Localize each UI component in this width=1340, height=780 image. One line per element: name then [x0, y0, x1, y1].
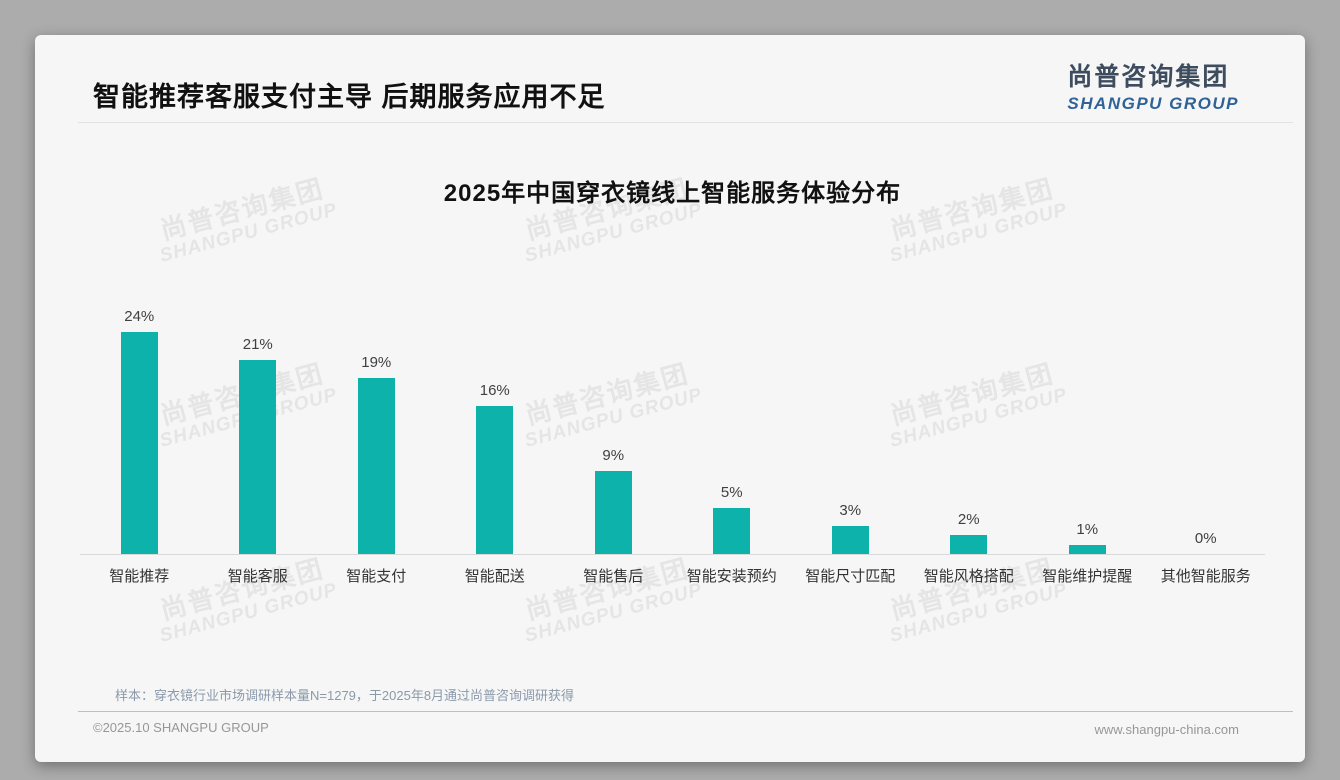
- logo-english-text: SHANGPU GROUP: [1067, 94, 1239, 113]
- bar: [120, 332, 158, 554]
- bar-column: 3%: [791, 245, 910, 554]
- title-divider: [78, 122, 1293, 123]
- bar-value-label: 16%: [479, 382, 510, 399]
- bar-column: 2%: [910, 245, 1029, 554]
- bar-value-label: 5%: [720, 484, 743, 501]
- bar: [594, 471, 632, 554]
- logo-chinese-text: 尚普咨询集团: [1067, 63, 1230, 91]
- bar-value-label: 21%: [242, 336, 273, 353]
- bar-value-label: 1%: [1076, 521, 1099, 538]
- bar-column: 19%: [317, 245, 436, 554]
- slide-card: 尚普咨询集团 SHANGPU GROUP 尚普咨询集团 SHANGPU GROUP 尚普…: [35, 35, 1305, 762]
- footer-website: www.shangpu-china.com: [1094, 722, 1239, 737]
- company-logo: 尚普咨询集团 SHANGPU GROUP: [1067, 57, 1239, 114]
- bar: [950, 535, 988, 554]
- bar-category-label: 智能配送: [464, 568, 525, 585]
- bar: [357, 378, 395, 554]
- bar-category-label: 其他智能服务: [1160, 568, 1251, 585]
- bar-category-label: 智能客服: [227, 568, 288, 585]
- bar-column: 21%: [199, 245, 318, 554]
- footer-divider: [78, 711, 1293, 712]
- chart-title: 2025年中国穿衣镜线上智能服务体验分布: [443, 180, 902, 207]
- bar-value-label: 19%: [361, 354, 392, 371]
- bar-column: 9%: [554, 245, 673, 554]
- bar-category-label: 智能售后: [583, 568, 644, 585]
- bar-category-label: 智能风格搭配: [923, 568, 1014, 585]
- bar-value-label: 2%: [957, 511, 980, 528]
- bar-category-label: 智能维护提醒: [1042, 568, 1133, 585]
- bar-column: 16%: [436, 245, 555, 554]
- footer-copyright: ©2025.10 SHANGPU GROUP: [93, 720, 269, 735]
- bar-column: 0%: [1147, 245, 1266, 554]
- bar: [1068, 545, 1106, 554]
- page-title: 智能推荐客服支付主导 后期服务应用不足: [93, 82, 606, 112]
- bar: [476, 406, 514, 554]
- sample-note: 样本：穿衣镜行业市场调研样本量N=1279，于2025年8月通过尚普咨询调研获得: [115, 688, 575, 703]
- bar: [239, 360, 277, 554]
- bar-category-label: 智能安装预约: [686, 568, 777, 585]
- bar-value-label: 0%: [1194, 530, 1217, 547]
- bar-value-label: 3%: [839, 502, 862, 519]
- bar-plot: 24% 21% 19% 16% 9% 5% 3% 2% 1% 0%: [80, 245, 1265, 555]
- bar: [831, 526, 869, 554]
- bar-category-label: 智能推荐: [109, 568, 170, 585]
- bar-value-label: 9%: [602, 447, 625, 464]
- bar-column: 24%: [80, 245, 199, 554]
- bar-column: 1%: [1028, 245, 1147, 554]
- bar-category-label: 智能尺寸匹配: [805, 568, 896, 585]
- category-axis: 智能推荐 智能客服 智能支付 智能配送 智能售后 智能安装预约 智能尺寸匹配 智能风格搭配 智能…: [80, 565, 1265, 586]
- bar: [713, 508, 751, 554]
- bar-column: 5%: [673, 245, 792, 554]
- bar-category-label: 智能支付: [346, 568, 407, 585]
- bar-value-label: 24%: [124, 308, 155, 325]
